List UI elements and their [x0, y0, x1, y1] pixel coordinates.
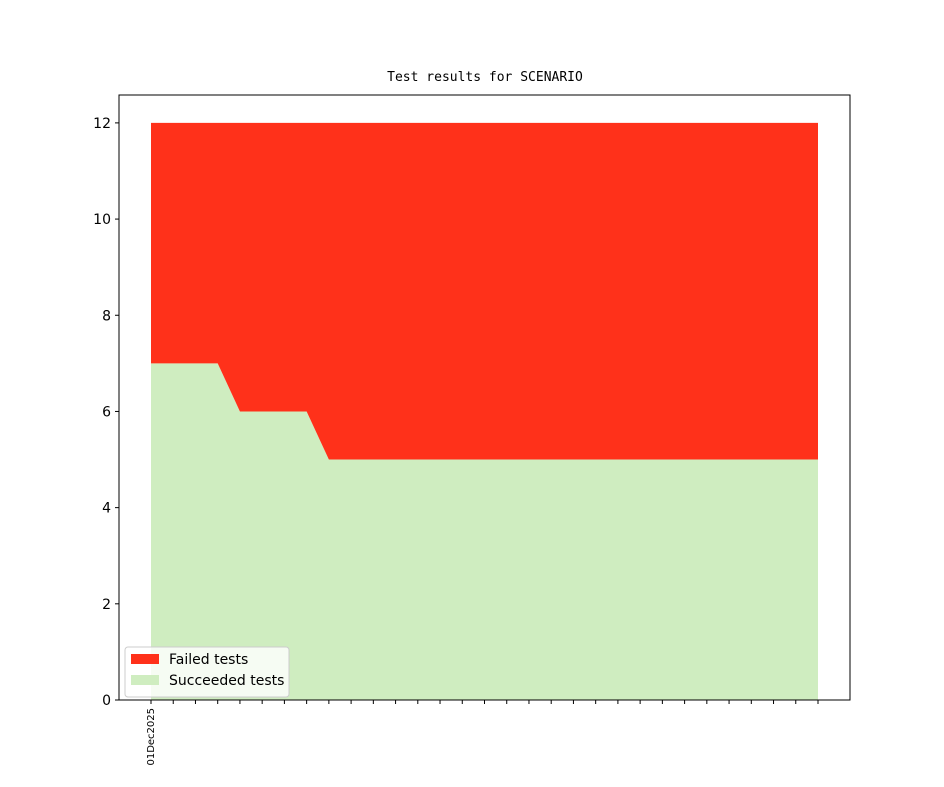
y-tick-label: 2: [102, 597, 111, 613]
legend-label: Failed tests: [169, 652, 248, 668]
y-tick-label: 0: [102, 693, 111, 709]
y-tick-label: 8: [102, 308, 111, 324]
legend: Failed tests Succeeded tests: [124, 646, 290, 698]
area: [151, 122, 818, 460]
x-tick-label: 01Dec2025: [146, 708, 157, 766]
legend-label: Succeeded tests: [169, 673, 284, 689]
y-tick-label: 6: [102, 404, 111, 420]
legend-swatch: [131, 654, 159, 664]
y-tick-label: 4: [102, 501, 111, 517]
y-tick-label: 10: [93, 212, 111, 228]
y-tick-label: 12: [93, 116, 111, 132]
area: [151, 363, 818, 700]
legend-box: [124, 646, 290, 698]
chart-title: Test results for SCENARIO: [387, 70, 583, 85]
legend-swatch: [131, 675, 159, 685]
